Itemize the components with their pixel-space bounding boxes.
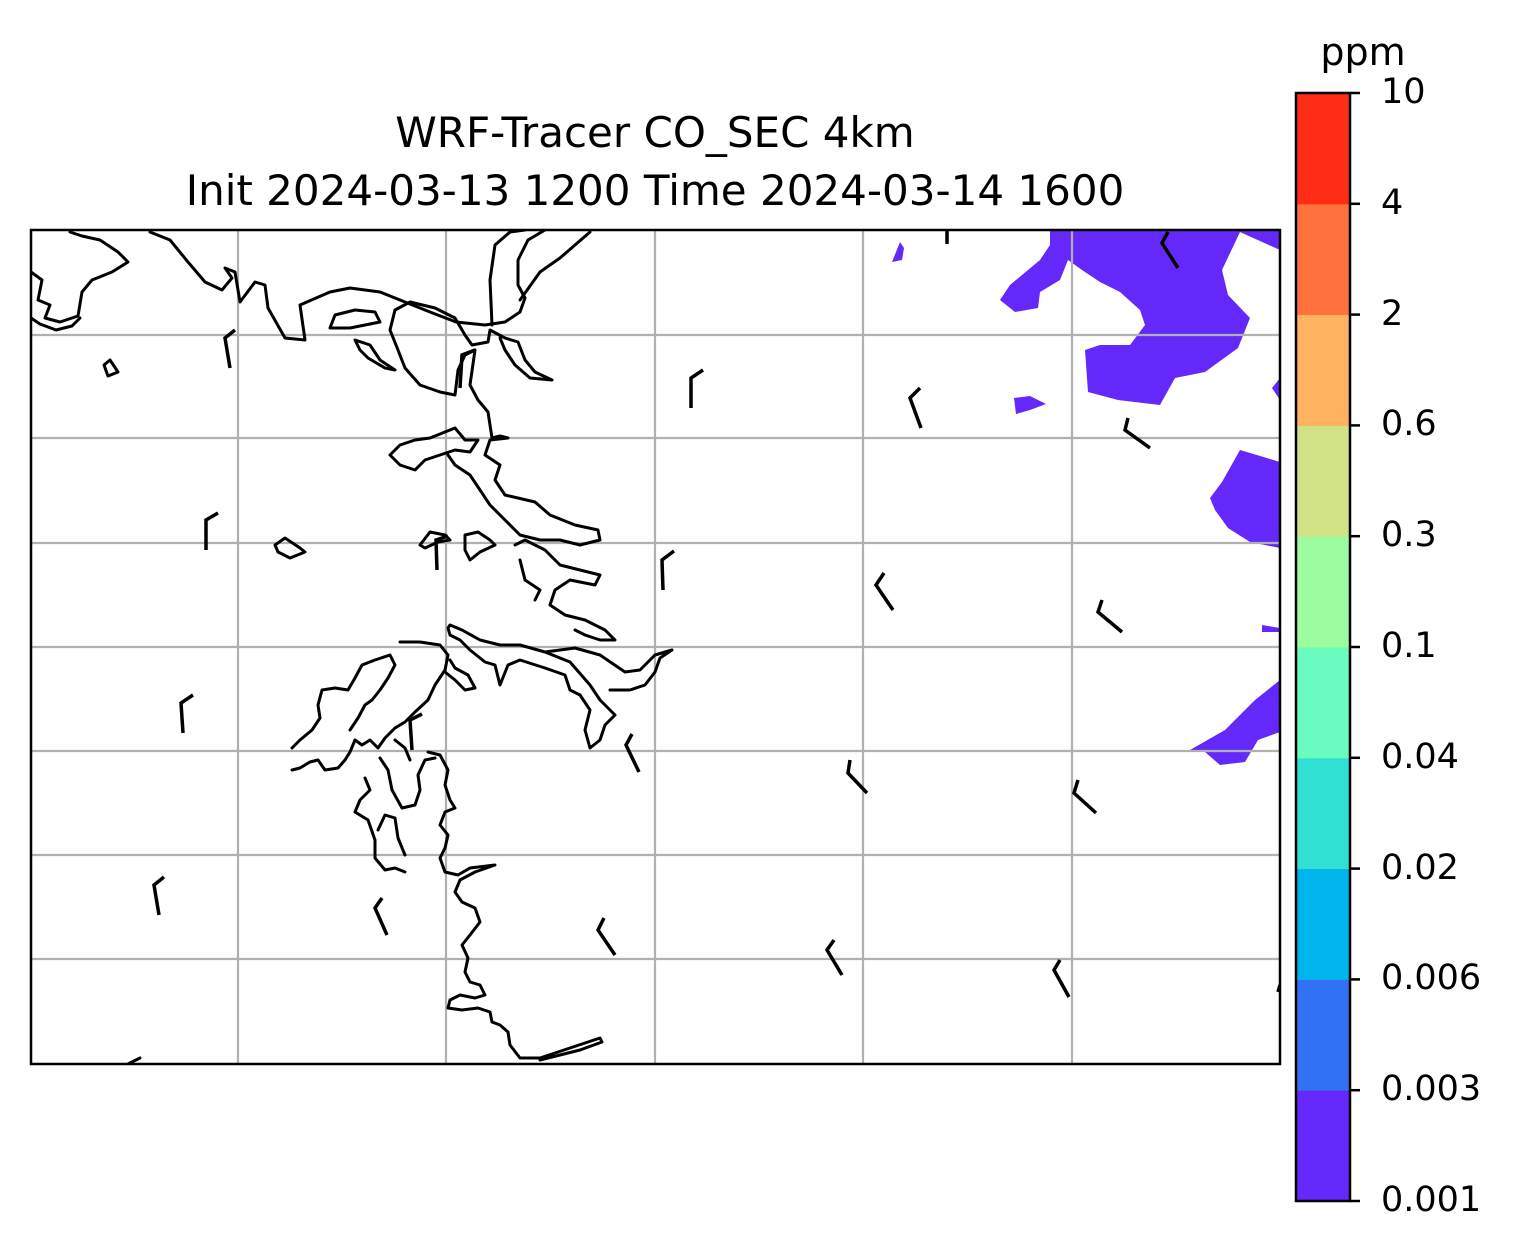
colorbar-band: [1296, 203, 1350, 316]
coastline-south-spine: [426, 750, 604, 1062]
colorbar-band: [1296, 1090, 1350, 1202]
wind-barb: [660, 549, 676, 591]
wind-barb: [372, 896, 389, 936]
wind-barb: [179, 693, 194, 734]
colorbar-tick-label: 0.1: [1381, 626, 1437, 666]
colorbar-bands: [1296, 93, 1350, 1202]
colorbar-band: [1296, 93, 1350, 205]
tracer-patch-small-center: [1014, 396, 1046, 414]
coastline-lake-2: [353, 338, 397, 372]
wind-barb: [1072, 779, 1098, 815]
coastline-south-3: [376, 813, 407, 857]
map-panel: [31, 230, 1280, 1064]
coastline-chesapeake-west: [290, 640, 450, 772]
coastline-islands-mid: [418, 530, 452, 550]
tracer-patch-east: [1210, 450, 1280, 548]
wind-barb: [1159, 231, 1180, 269]
coastline-bay-east: [388, 426, 480, 472]
wind-barb: [824, 938, 844, 976]
colorbar-band: [1296, 868, 1350, 980]
coastline-north-peninsula: [148, 230, 547, 342]
wind-barb: [434, 534, 449, 571]
coastlines: [31, 230, 674, 1064]
gridlines: [31, 230, 1280, 1064]
colorbar-band: [1296, 757, 1350, 870]
coastline-northwest: [31, 230, 130, 324]
wind-barb: [624, 733, 641, 773]
tracer-patch-sliver: [1262, 625, 1280, 632]
wind-barb: [1051, 959, 1071, 998]
colorbar-band: [1296, 536, 1350, 648]
coastline-inlet-2: [518, 230, 592, 302]
coastline-south-4: [378, 756, 437, 810]
wind-barb: [458, 348, 476, 389]
colorbar-band: [1296, 647, 1350, 759]
wind-barb: [223, 328, 237, 369]
colorbar-tick-label: 0.3: [1381, 515, 1437, 556]
coastline-mid-east: [513, 538, 617, 642]
wind-barb: [595, 917, 617, 956]
colorbar-tick-label: 0.6: [1381, 404, 1437, 445]
wind-barb: [1095, 599, 1124, 634]
tracer-patch-northeast: [1000, 230, 1280, 405]
coastline-peninsula-mid: [446, 623, 617, 750]
coastline-inner-bay: [393, 300, 554, 382]
colorbar: [1294, 91, 1360, 1203]
colorbar-ticks: [1350, 91, 1360, 1203]
wind-barb: [689, 368, 704, 408]
coastline-mid-east-2: [518, 558, 542, 602]
colorbar-band: [1296, 425, 1350, 537]
wind-barb: [846, 759, 869, 795]
coastline-islands-mid-2: [463, 530, 497, 562]
chart-subtitle: Init 2024-03-13 1200 Time 2024-03-14 160…: [185, 166, 1125, 215]
wind-barb: [204, 511, 219, 550]
colorbar-tick-label: 4: [1381, 182, 1404, 223]
coastline-lake-north: [328, 308, 382, 330]
colorbar-tick-label: 0.006: [1381, 958, 1482, 999]
coastline-south-5: [393, 738, 412, 762]
colorbar-tick-label: 2: [1381, 293, 1404, 334]
coastline-northwest-2: [31, 316, 82, 332]
colorbar-tick-label: 0.04: [1381, 736, 1459, 777]
tracer-field: [892, 230, 1280, 765]
coastline-island-west: [102, 358, 120, 378]
map-frame: [29, 228, 1282, 1066]
coastline-chesapeake-west-2: [290, 653, 397, 750]
wind-barb: [1123, 417, 1152, 450]
wind-barb: [873, 572, 895, 611]
colorbar-band: [1296, 979, 1350, 1091]
wind-barbs: [152, 230, 1280, 998]
colorbar-band: [1296, 314, 1350, 426]
colorbar-tick-label: 10: [1381, 72, 1426, 112]
coastline-south-2: [353, 776, 407, 874]
coastline-inlet: [488, 230, 527, 327]
coastline-chesapeake-east: [443, 658, 477, 692]
coastline-peninsula-mid-2: [543, 646, 674, 692]
coastline-peninsula-spine: [388, 308, 602, 547]
wind-barb: [408, 712, 423, 751]
chart-title: WRF-Tracer CO_SEC 4km: [395, 108, 915, 157]
tracer-patch-southeast: [1190, 680, 1280, 765]
colorbar-tick-label: 0.001: [1381, 1180, 1482, 1220]
colorbar-tick-label: 0.02: [1381, 847, 1459, 888]
colorbar-tick-label: 0.003: [1381, 1069, 1482, 1110]
tracer-patch-east-edge: [1272, 378, 1280, 400]
tracer-patch-small-north: [892, 242, 904, 262]
coastline-island-2: [273, 536, 307, 560]
wind-barb: [152, 875, 166, 916]
colorbar-unit-label: ppm: [1320, 30, 1406, 74]
wind-barb: [907, 386, 923, 429]
